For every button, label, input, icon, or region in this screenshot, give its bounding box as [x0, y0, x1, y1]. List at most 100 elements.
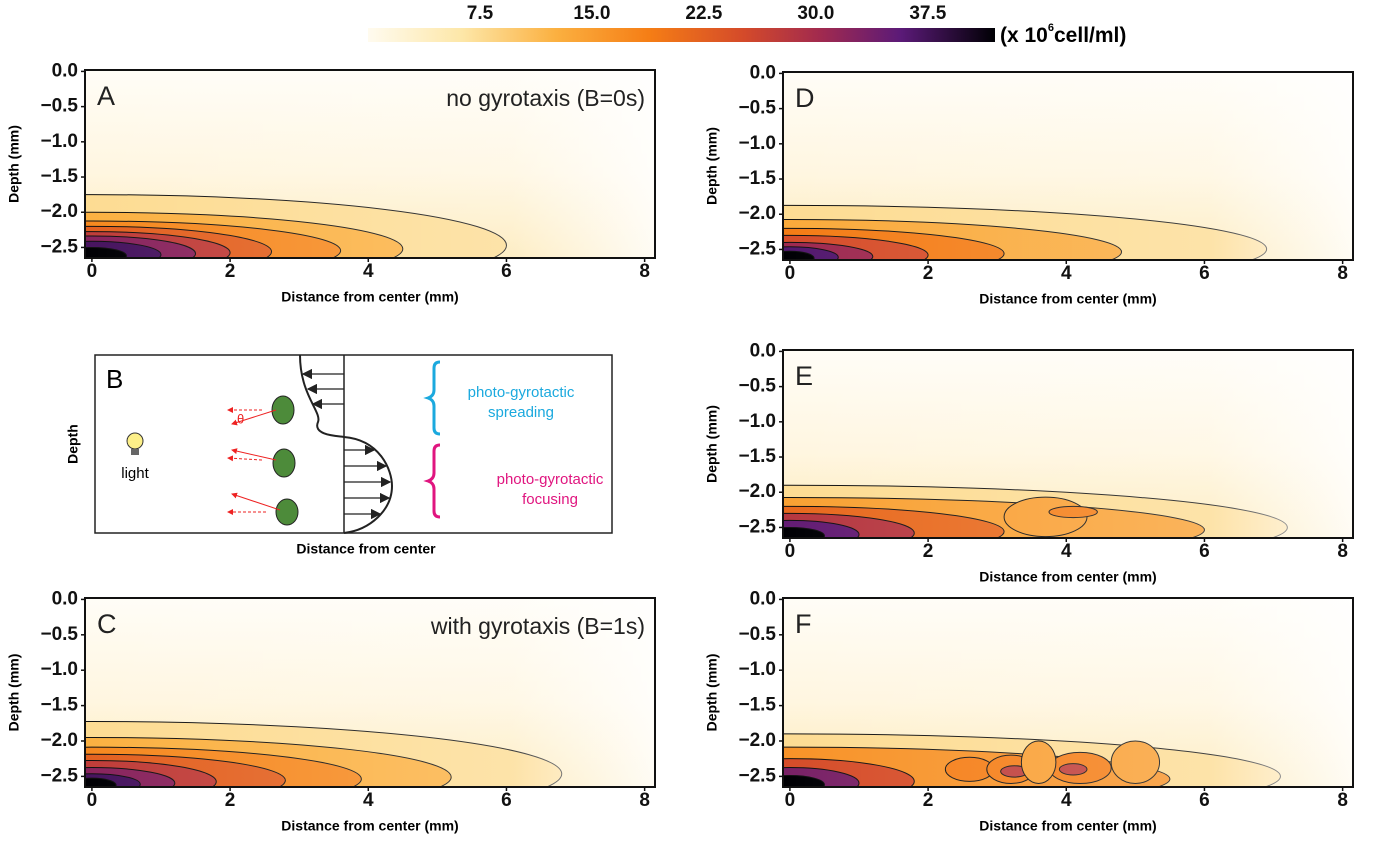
x-tick-label: 0	[785, 263, 796, 284]
y-tick-label: 0.0	[750, 340, 776, 361]
bulb	[126, 432, 144, 455]
y-tick-label: −2.5	[40, 236, 78, 257]
x-tick-label: 4	[363, 790, 374, 811]
x-tick-label: 6	[501, 790, 512, 811]
x-tick-label: 8	[639, 261, 650, 282]
panel-letter: A	[97, 81, 115, 111]
diagram-y-label: Depth	[65, 424, 81, 464]
annotation: focusing	[522, 491, 578, 508]
fade	[85, 70, 655, 258]
annotation: no gyrotaxis (B=0s)	[446, 85, 645, 111]
colorbar-tick-label: 22.5	[685, 3, 722, 24]
fade	[783, 350, 1353, 538]
y-tick-label: −1.5	[738, 446, 776, 467]
annotation: photo-gyrotactic	[497, 471, 604, 488]
x-tick-label: 8	[639, 790, 650, 811]
x-tick-label: 8	[1337, 541, 1348, 562]
brace	[423, 443, 441, 519]
axes-frame	[782, 71, 1354, 261]
diagram-frame	[94, 354, 613, 534]
colorbar-tick-label: 15.0	[573, 3, 610, 24]
y-tick-label: −2.0	[738, 203, 776, 224]
heatmap	[783, 598, 1353, 787]
y-axis-label: Depth (mm)	[704, 405, 720, 483]
y-tick-label: −1.5	[738, 168, 776, 189]
heatmap-panel: 0 2 4 6 8 0.0 −0.5 −1.0 −1.5 −2.0 −2.5 Distance fro…	[6, 60, 656, 305]
panel-letter: F	[795, 609, 812, 639]
x-tick-label: 6	[501, 261, 512, 282]
x-tick-label: 0	[785, 790, 796, 811]
heatmap	[783, 72, 1353, 260]
x-tick-label: 4	[1061, 263, 1072, 284]
y-axis-label: Depth (mm)	[704, 654, 720, 732]
y-tick-label: −2.5	[738, 516, 776, 537]
y-tick-label: 0.0	[52, 588, 78, 609]
y-tick-label: −1.5	[40, 166, 78, 187]
light-label: light	[121, 465, 149, 482]
panel-letter: E	[795, 361, 813, 391]
y-tick-label: −1.0	[40, 131, 78, 152]
x-tick-label: 0	[87, 261, 98, 282]
y-tick-label: −2.0	[40, 201, 78, 222]
axes-frame	[782, 597, 1354, 788]
x-tick-label: 2	[923, 541, 934, 562]
x-tick-label: 6	[1199, 263, 1210, 284]
colorbar	[368, 28, 995, 42]
colorbar-tick-label: 7.5	[467, 3, 494, 24]
x-axis-label: Distance from center (mm)	[979, 818, 1156, 834]
x-axis-label: Distance from center (mm)	[979, 569, 1156, 585]
y-tick-label: −1.0	[738, 133, 776, 154]
y-tick-label: −0.5	[40, 96, 78, 117]
y-axis-label: Depth (mm)	[704, 127, 720, 205]
x-axis-label: Distance from center (mm)	[281, 818, 458, 834]
annotation: photo-gyrotactic	[468, 384, 575, 401]
flow-profile	[299, 354, 394, 534]
x-tick-label: 0	[87, 790, 98, 811]
fade	[85, 598, 655, 787]
x-axis-label: Distance from center (mm)	[979, 291, 1156, 307]
y-tick-label: −2.0	[738, 730, 776, 751]
x-tick-label: 2	[923, 790, 934, 811]
annotation: with gyrotaxis (B=1s)	[430, 613, 645, 639]
flow-arrows	[301, 368, 392, 520]
heatmap-panel: 0 2 4 6 8 0.0 −0.5 −1.0 −1.5 −2.0 −2.5 Distance fro…	[704, 588, 1354, 834]
axes-frame	[84, 597, 656, 788]
colorbar-tick-label: 37.5	[909, 3, 946, 24]
annotation: spreading	[488, 404, 554, 421]
y-tick-label: 0.0	[750, 62, 776, 83]
x-tick-label: 4	[1061, 541, 1072, 562]
x-tick-label: 4	[1061, 790, 1072, 811]
panel-letter: C	[97, 609, 117, 639]
y-tick-label: −0.5	[738, 624, 776, 645]
y-tick-label: 0.0	[750, 588, 776, 609]
y-tick-label: 0.0	[52, 60, 78, 81]
y-axis-label: Depth (mm)	[6, 125, 22, 203]
x-tick-label: 2	[923, 263, 934, 284]
y-tick-label: −2.0	[738, 481, 776, 502]
x-tick-label: 0	[785, 541, 796, 562]
x-tick-label: 2	[225, 261, 236, 282]
heatmap	[783, 350, 1353, 538]
y-axis-label: Depth (mm)	[6, 654, 22, 732]
heatmap-panel: 0 2 4 6 8 0.0 −0.5 −1.0 −1.5 −2.0 −2.5 Distance fro…	[704, 340, 1354, 585]
heatmap-panel: 0 2 4 6 8 0.0 −0.5 −1.0 −1.5 −2.0 −2.5 Distance fro…	[704, 62, 1354, 307]
x-tick-label: 8	[1337, 790, 1348, 811]
y-tick-label: −1.0	[738, 659, 776, 680]
fade	[783, 598, 1353, 787]
heatmap	[85, 70, 655, 258]
y-tick-label: −1.0	[40, 659, 78, 680]
y-tick-label: −0.5	[738, 376, 776, 397]
angle-label: θ	[237, 411, 244, 426]
y-tick-label: −1.5	[738, 695, 776, 716]
x-tick-label: 6	[1199, 790, 1210, 811]
colorbar-tick-label: 30.0	[797, 3, 834, 24]
diagram: B Depth Distance from center θ light pho…	[65, 354, 613, 557]
y-tick-label: −0.5	[40, 624, 78, 645]
y-tick-label: −1.0	[738, 411, 776, 432]
axes-frame	[84, 69, 656, 259]
heatmap	[85, 598, 655, 787]
y-tick-label: −2.0	[40, 730, 78, 751]
heatmap-panel: 0 2 4 6 8 0.0 −0.5 −1.0 −1.5 −2.0 −2.5 Distance fro…	[6, 588, 656, 834]
